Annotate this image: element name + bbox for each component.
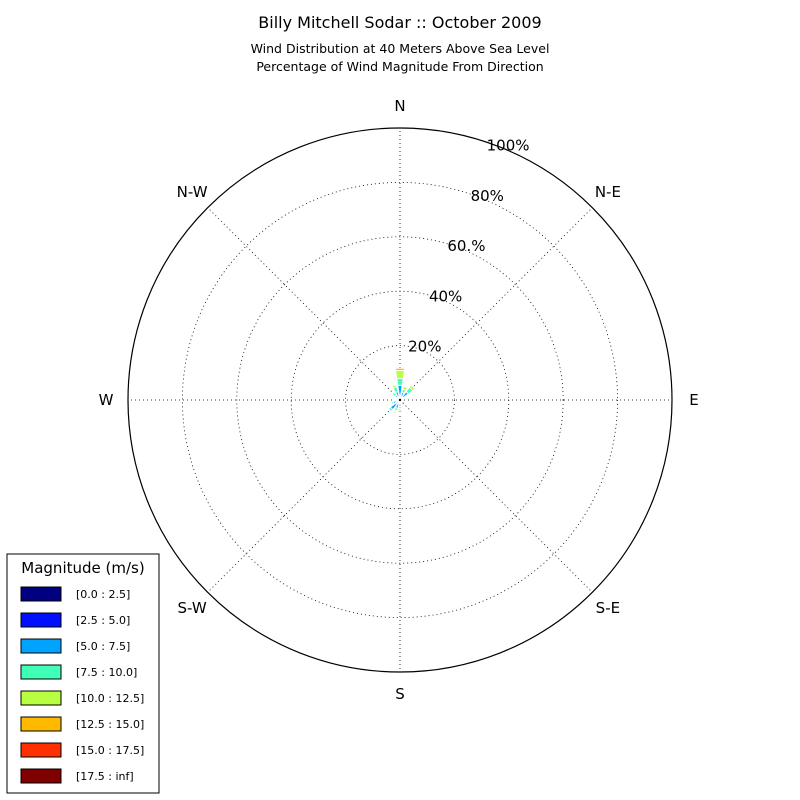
legend-label-5: [12.5 : 15.0] bbox=[76, 718, 144, 731]
polar-labels: N N-E E S-E S S-W W N-W 20% 40% 60.% 80% 100% bbox=[99, 97, 699, 703]
legend-swatch-4 bbox=[20, 690, 62, 706]
legend-title: Magnitude (m/s) bbox=[21, 559, 144, 577]
legend-swatch-6 bbox=[20, 742, 62, 758]
legend-label-6: [15.0 : 17.5] bbox=[76, 744, 144, 757]
legend-label-3: [7.5 : 10.0] bbox=[76, 666, 137, 679]
bar-sector-9-bin-5 bbox=[392, 410, 398, 415]
direction-label-n-w: N-W bbox=[177, 183, 208, 201]
direction-label-s-w: S-W bbox=[178, 599, 207, 617]
bar-sector-8-bin-6 bbox=[397, 411, 403, 414]
ring-label-2: 40% bbox=[429, 287, 462, 305]
legend-label-0: [0.0 : 2.5] bbox=[76, 588, 130, 601]
bar-sector-2-bin-4 bbox=[408, 384, 416, 392]
legend-swatch-3 bbox=[20, 664, 62, 680]
bar-sector-10-bin-5 bbox=[386, 408, 392, 414]
legend-label-7: [17.5 : inf] bbox=[76, 770, 134, 783]
center-point bbox=[398, 398, 402, 402]
legend-swatch-7 bbox=[20, 768, 62, 784]
chart-subtitle-line-2: Percentage of Wind Magnitude From Direct… bbox=[256, 59, 543, 74]
bar-sector-1-bin-5 bbox=[402, 384, 409, 389]
ring-4 bbox=[181, 181, 619, 619]
legend-items: [0.0 : 2.5] [2.5 : 5.0] [5.0 : 7.5] [7.5 : … bbox=[20, 586, 144, 784]
direction-label-n-e: N-E bbox=[595, 183, 621, 201]
legend: Magnitude (m/s) [0.0 : 2.5] [2.5 : 5.0] [5… bbox=[6, 553, 160, 794]
chart-subtitle-line-1: Wind Distribution at 40 Meters Above Sea… bbox=[251, 41, 550, 56]
legend-swatch-1 bbox=[20, 612, 62, 628]
ring-label-3: 60.% bbox=[447, 237, 485, 255]
legend-label-2: [5.0 : 7.5] bbox=[76, 640, 130, 653]
bar-sector-15-bin-4 bbox=[391, 384, 398, 390]
bar-sector-11-bin-4 bbox=[390, 401, 393, 406]
chart-title: Billy Mitchell Sodar :: October 2009 bbox=[258, 13, 541, 32]
ring-label-5: 100% bbox=[487, 137, 530, 155]
legend-swatch-5 bbox=[20, 716, 62, 732]
spoke-n-e bbox=[399, 207, 593, 401]
ring-1 bbox=[345, 345, 455, 455]
ring-label-4: 80% bbox=[471, 187, 504, 205]
bar-sector-0-bin-3 bbox=[396, 378, 404, 387]
bar-sector-0-bin-5 bbox=[394, 367, 406, 372]
direction-label-s-e: S-E bbox=[596, 599, 620, 617]
direction-label-w: W bbox=[99, 391, 114, 409]
legend-swatch-0 bbox=[20, 586, 62, 602]
legend-label-1: [2.5 : 5.0] bbox=[76, 614, 130, 627]
direction-label-n: N bbox=[394, 97, 405, 115]
spoke-n-w bbox=[207, 207, 401, 401]
legend-swatch-2 bbox=[20, 638, 62, 654]
ring-3 bbox=[236, 236, 564, 564]
spoke-s-w bbox=[207, 399, 401, 593]
bar-sector-0-bin-4 bbox=[395, 369, 405, 380]
spoke-s-e bbox=[399, 399, 593, 593]
ring-label-1: 20% bbox=[408, 338, 441, 356]
legend-label-4: [10.0 : 12.5] bbox=[76, 692, 144, 705]
polar-grid bbox=[127, 127, 673, 673]
direction-label-e: E bbox=[689, 391, 698, 409]
wind-rose-bars bbox=[386, 367, 416, 415]
ring-5 bbox=[127, 127, 673, 673]
direction-label-s: S bbox=[395, 685, 405, 703]
bar-sector-14-bin-4 bbox=[390, 390, 396, 396]
